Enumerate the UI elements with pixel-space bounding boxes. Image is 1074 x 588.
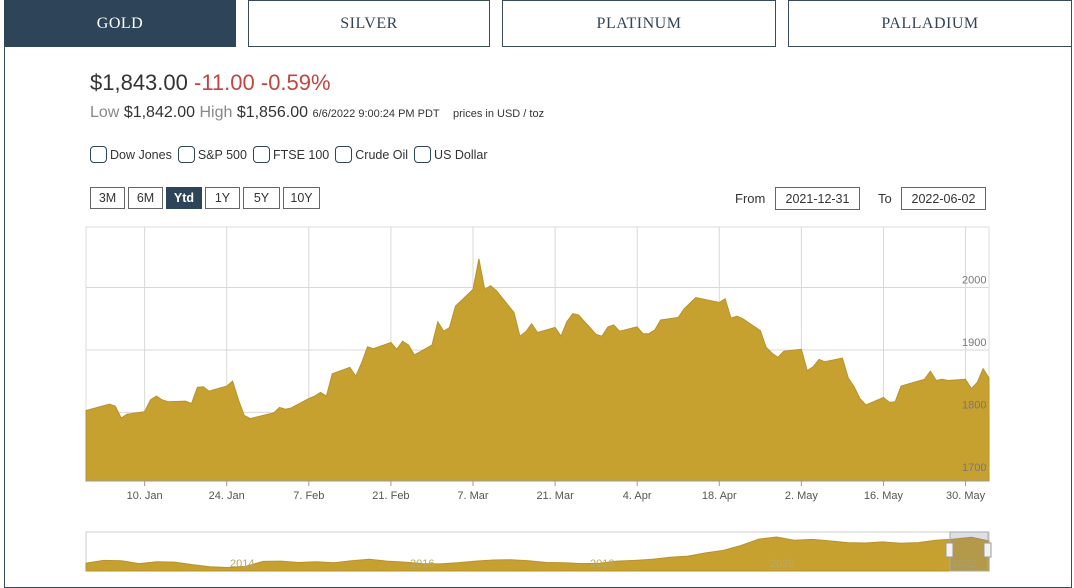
period-3m-button[interactable]: 3M <box>90 187 125 209</box>
compare-sp-500[interactable]: S&P 500 <box>177 146 247 163</box>
tab-platinum[interactable]: PLATINUM <box>502 0 776 47</box>
period-6m-button[interactable]: 6M <box>128 187 163 209</box>
checkbox-icon[interactable] <box>90 146 107 163</box>
metal-tabs: GOLD SILVER PLATINUM PALLADIUM <box>4 0 1072 47</box>
low-value: $1,842.00 <box>123 104 195 121</box>
tab-palladium[interactable]: PALLADIUM <box>788 0 1072 47</box>
compare-dow-jones[interactable]: Dow Jones <box>90 146 172 163</box>
compare-label: Dow Jones <box>110 147 172 162</box>
period-ytd-button[interactable]: Ytd <box>166 187 202 209</box>
period-10y-button[interactable]: 10Y <box>283 187 320 209</box>
period-selector: 3M 6M Ytd 1Y 5Y 10Y <box>90 187 323 209</box>
compare-options: Dow Jones S&P 500 FTSE 100 Crude Oil US … <box>90 146 494 163</box>
compare-us-dollar[interactable]: US Dollar <box>414 146 488 163</box>
to-label: To <box>878 191 892 206</box>
low-label: Low <box>90 104 120 121</box>
quote-timestamp: 6/6/2022 9:00:24 PM PDT <box>312 108 440 120</box>
checkbox-icon[interactable] <box>177 146 195 163</box>
checkbox-icon[interactable] <box>414 146 432 163</box>
period-5y-button[interactable]: 5Y <box>243 187 280 209</box>
compare-label: FTSE 100 <box>272 147 330 162</box>
compare-crude-oil[interactable]: Crude Oil <box>335 146 408 163</box>
compare-label: S&P 500 <box>197 147 247 162</box>
high-label: High <box>199 104 233 121</box>
price-line: $1,843.00 -11.00 -0.59% <box>90 70 331 96</box>
tab-silver[interactable]: SILVER <box>248 0 490 47</box>
checkbox-icon[interactable] <box>252 146 270 163</box>
compare-ftse-100[interactable]: FTSE 100 <box>252 146 330 163</box>
checkbox-icon[interactable] <box>335 146 353 163</box>
chart-panel <box>4 46 1072 588</box>
range-line: Low $1,842.00 High $1,856.00 6/6/2022 9:… <box>90 104 544 122</box>
compare-label: US Dollar <box>434 147 488 162</box>
price-change-percent: -0.59% <box>260 70 331 95</box>
high-value: $1,856.00 <box>236 104 308 121</box>
tab-gold[interactable]: GOLD <box>4 0 236 47</box>
from-label: From <box>735 191 766 206</box>
current-price: $1,843.00 <box>90 70 188 95</box>
compare-label: Crude Oil <box>355 147 409 162</box>
price-units: prices in USD / toz <box>452 108 545 120</box>
from-date-input[interactable]: 2021-12-31 <box>775 187 860 210</box>
to-date-input[interactable]: 2022-06-02 <box>901 187 986 210</box>
price-change: -11.00 <box>194 70 255 95</box>
period-1y-button[interactable]: 1Y <box>205 187 240 209</box>
